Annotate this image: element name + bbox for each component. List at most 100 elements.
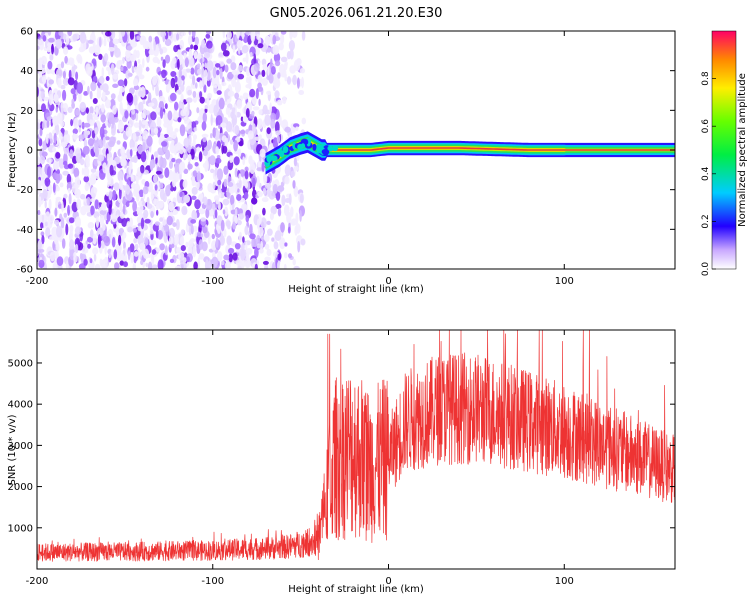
spectrogram-noise-blob — [192, 170, 197, 177]
spectrogram-noise-blob — [170, 60, 176, 70]
spectrogram-noise-blob — [63, 212, 68, 218]
spectrogram-noise-blob — [78, 91, 82, 103]
spectrogram-noise-blob — [85, 161, 90, 168]
spectrogram-noise-blob — [153, 198, 157, 206]
spectrogram-noise-blob — [296, 77, 300, 89]
spectrogram-noise-blob — [219, 67, 223, 80]
spectrogram-noise-blob — [301, 117, 307, 125]
spectrogram-noise-blob — [215, 157, 222, 164]
spectrogram-noise-blob — [85, 63, 91, 75]
spectrogram-noise-blob — [184, 57, 189, 68]
spectrogram-noise-blob — [42, 35, 47, 42]
spectrogram-noise-blob — [142, 130, 149, 140]
spectrogram-noise-blob — [160, 56, 164, 61]
spectrogram-noise-blob — [206, 60, 214, 71]
spectrogram-noise-blob — [188, 56, 195, 68]
spectrogram-noise-blob — [251, 110, 255, 116]
spectrogram-noise-blob — [241, 204, 246, 210]
colorbar: 0.0 0.2 0.4 0.6 0.8 Normalized spectral ampl… — [701, 30, 748, 277]
spectrogram-noise-blob — [299, 193, 304, 204]
spectrogram-noise-blob — [251, 238, 258, 247]
spectrogram-noise-blob — [231, 118, 236, 125]
spectrogram-noise-blob — [60, 61, 65, 69]
spectrogram-noise-blob — [94, 199, 99, 210]
spectrogram-noise-blob — [291, 31, 298, 39]
spectrogram-noise-blob — [67, 31, 73, 37]
spectrogram-noise-blob — [256, 234, 261, 246]
spectrogram-noise-blob — [258, 98, 261, 106]
spectrogram-noise-blob — [48, 198, 52, 211]
spectrogram-noise-blob — [49, 236, 55, 241]
spectrogram-noise-blob — [140, 164, 145, 174]
spectrogram-noise-blob — [264, 114, 272, 126]
spectrogram-noise-blob — [79, 101, 87, 113]
y-tick-label: 2000 — [8, 482, 33, 493]
spectrogram-noise-blob — [116, 230, 120, 237]
spectrogram-noise-blob — [87, 236, 93, 243]
spectrogram-noise-blob — [276, 46, 279, 55]
spectrogram-noise-blob — [150, 210, 154, 219]
spectrogram-noise-blob — [111, 31, 116, 39]
spectrogram-noise-blob — [61, 200, 64, 213]
spectrogram-noise-blob — [196, 231, 202, 238]
spectrogram-noise-blob — [232, 45, 236, 53]
spectrogram-noise-blob — [187, 102, 190, 111]
x-tick-label: -100 — [201, 276, 224, 287]
spectrogram-noise-blob — [72, 128, 79, 135]
spectrogram-noise-blob — [206, 79, 211, 87]
spectrogram-noise-blob — [131, 65, 135, 74]
spectrogram-noise-blob — [259, 248, 264, 254]
spectrogram-noise-blob — [205, 159, 209, 172]
spectrogram-noise-blob — [129, 87, 135, 95]
spectrogram-noise-blob — [127, 226, 133, 233]
chart-title: GN05.2026.061.21.20.E30 — [270, 6, 443, 21]
spectrogram-noise-blob — [185, 68, 192, 73]
spectrogram-noise-blob — [161, 218, 167, 227]
spectrogram-noise-blob — [199, 96, 205, 104]
spectrogram-noise-blob — [274, 121, 280, 134]
spectrogram-noise-blob — [157, 259, 164, 269]
spectrogram-noise-blob — [148, 49, 156, 56]
spectrogram-noise-blob — [83, 196, 87, 208]
spectrogram-noise-blob — [191, 186, 198, 195]
spectrogram-noise-blob — [240, 250, 245, 261]
spectrogram-noise-blob — [215, 198, 219, 205]
spectrogram-noise-blob — [174, 265, 181, 269]
spectrogram-noise-blob — [80, 193, 86, 200]
spectrogram-noise-blob — [156, 209, 159, 216]
spectrogram-noise-blob — [109, 159, 117, 167]
colorbar-tick-label: 0.6 — [701, 119, 711, 134]
spectrogram-noise-blob — [200, 58, 203, 64]
snr-panel: -200 -100 0 100 1000 2000 3000 4000 5000 Height … — [7, 329, 676, 595]
spectrogram-noise-blob — [236, 40, 243, 49]
spectrogram-noise-blob — [192, 75, 196, 86]
spectrogram-noise-blob — [44, 221, 48, 227]
spectrogram-noise-blob — [152, 75, 158, 86]
spectrogram-noise-blob — [153, 40, 157, 51]
spectrogram-noise-blob — [83, 175, 90, 183]
spectrogram-noise-blob — [215, 63, 221, 68]
spectrogram-noise-blob — [237, 262, 244, 269]
spectrogram-noise-blob — [248, 155, 253, 165]
spectrogram-noise-blob — [141, 120, 148, 125]
spectrogram-noise-blob — [299, 68, 306, 74]
spectrogram-noise-blob — [256, 33, 260, 40]
spectrogram-noise-blob — [190, 225, 194, 235]
spectrogram-noise-blob — [263, 173, 267, 182]
spectrogram-noise-blob — [98, 139, 104, 149]
spectrogram-noise-blob — [169, 243, 175, 249]
spectrogram-noise-blob — [237, 73, 245, 80]
spectrogram-noise-blob — [242, 236, 245, 243]
spectrogram-noise-blob — [103, 236, 111, 247]
spectrogram-noise-blob — [146, 135, 153, 147]
spectrogram-noise-blob — [113, 124, 117, 132]
colorbar-tick-label: 0.0 — [701, 262, 711, 277]
spectrogram-noise-blob — [224, 64, 229, 73]
y-tick-label: -20 — [17, 185, 33, 196]
spectrogram-noise-blob — [187, 163, 193, 170]
spectrogram-noise-blob — [143, 209, 149, 218]
spectrogram-noise-blob — [62, 89, 67, 101]
spectrogram-noise-blob — [292, 258, 296, 266]
spectrogram-noise-blob — [273, 241, 279, 250]
spectrogram-noise-blob — [227, 182, 234, 187]
